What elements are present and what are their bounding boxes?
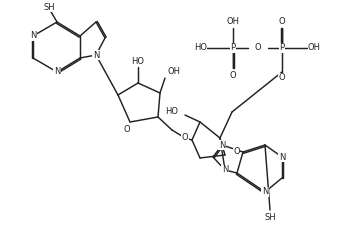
Text: O: O — [279, 17, 285, 27]
Text: OH: OH — [168, 67, 181, 77]
Text: N: N — [222, 166, 228, 174]
Text: SH: SH — [43, 2, 54, 12]
Text: N: N — [279, 153, 285, 162]
Text: OH: OH — [308, 44, 321, 52]
Text: N: N — [262, 187, 268, 197]
Text: SH: SH — [264, 213, 276, 221]
Text: O: O — [230, 71, 236, 79]
Text: O: O — [124, 124, 130, 134]
Text: O: O — [255, 44, 261, 52]
Text: HO: HO — [165, 108, 178, 117]
Text: OH: OH — [226, 17, 240, 27]
Text: N: N — [93, 50, 99, 60]
Text: P: P — [230, 44, 236, 52]
Text: O: O — [233, 148, 240, 156]
Text: HO: HO — [194, 44, 207, 52]
Text: N: N — [219, 140, 225, 150]
Text: HO: HO — [131, 57, 145, 65]
Text: N: N — [30, 31, 36, 41]
Text: O: O — [182, 134, 188, 142]
Text: O: O — [279, 74, 285, 82]
Text: P: P — [279, 44, 284, 52]
Text: N: N — [54, 67, 60, 77]
